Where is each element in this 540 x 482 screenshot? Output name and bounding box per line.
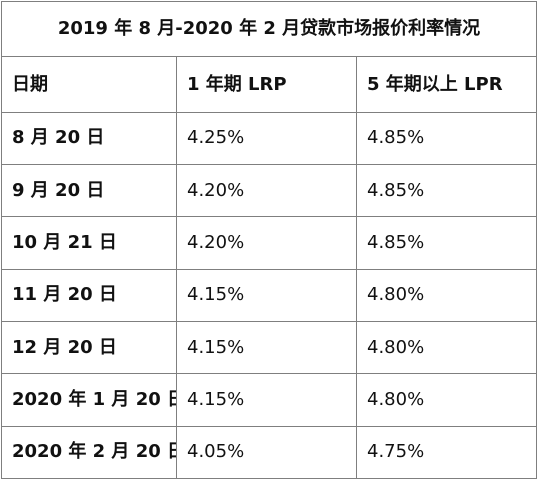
one-year-rate-cell: 4.20% bbox=[176, 216, 357, 270]
table-row: 9 月 20 日 4.20% 4.85% bbox=[1, 164, 537, 218]
one-year-rate-cell: 4.15% bbox=[176, 373, 357, 427]
header-one-year: 1 年期 LRP bbox=[176, 56, 357, 113]
date-cell: 10 月 21 日 bbox=[1, 216, 177, 270]
table-row: 2020 年 2 月 20 日 4.05% 4.75% bbox=[1, 425, 537, 480]
header-date: 日期 bbox=[1, 56, 177, 113]
date-cell: 11 月 20 日 bbox=[1, 268, 177, 323]
one-year-rate-cell: 4.25% bbox=[176, 111, 357, 166]
date-cell: 9 月 20 日 bbox=[1, 164, 177, 218]
date-cell: 2020 年 2 月 20 日 bbox=[1, 425, 177, 480]
header-five-year: 5 年期以上 LPR bbox=[356, 56, 537, 113]
table-header-row: 日期 1 年期 LRP 5 年期以上 LPR bbox=[1, 56, 537, 113]
one-year-rate-cell: 4.15% bbox=[176, 320, 357, 375]
table-row: 11 月 20 日 4.15% 4.80% bbox=[1, 268, 537, 323]
table-row: 12 月 20 日 4.15% 4.80% bbox=[1, 320, 537, 375]
date-cell: 8 月 20 日 bbox=[1, 111, 177, 166]
table-title-row: 2019 年 8 月-2020 年 2 月贷款市场报价利率情况 bbox=[1, 0, 537, 58]
five-year-rate-cell: 4.80% bbox=[356, 373, 537, 427]
five-year-rate-cell: 4.80% bbox=[356, 320, 537, 375]
five-year-rate-cell: 4.85% bbox=[356, 216, 537, 270]
five-year-rate-cell: 4.80% bbox=[356, 268, 537, 323]
one-year-rate-cell: 4.15% bbox=[176, 268, 357, 323]
table-title: 2019 年 8 月-2020 年 2 月贷款市场报价利率情况 bbox=[1, 0, 537, 58]
five-year-rate-cell: 4.85% bbox=[356, 111, 537, 166]
table-row: 8 月 20 日 4.25% 4.85% bbox=[1, 111, 537, 166]
date-cell: 12 月 20 日 bbox=[1, 320, 177, 375]
five-year-rate-cell: 4.75% bbox=[356, 425, 537, 480]
one-year-rate-cell: 4.05% bbox=[176, 425, 357, 480]
date-cell: 2020 年 1 月 20 日 bbox=[1, 373, 177, 427]
table-row: 2020 年 1 月 20 日 4.15% 4.80% bbox=[1, 373, 537, 427]
five-year-rate-cell: 4.85% bbox=[356, 164, 537, 218]
one-year-rate-cell: 4.20% bbox=[176, 164, 357, 218]
table-row: 10 月 21 日 4.20% 4.85% bbox=[1, 216, 537, 270]
